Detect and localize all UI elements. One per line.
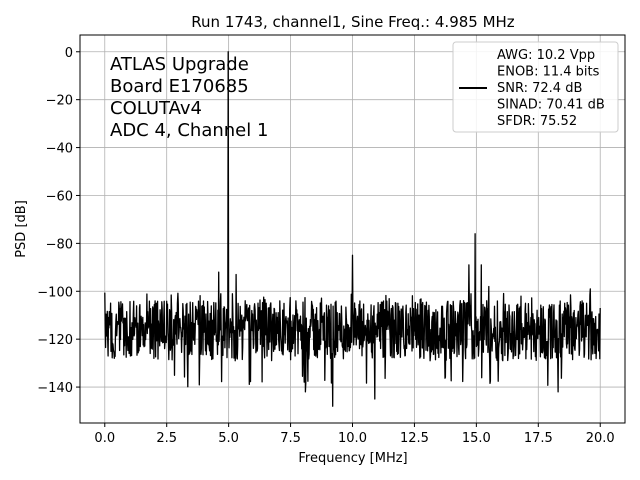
x-tick-label: 17.5 <box>524 431 553 446</box>
y-tick-label: −40 <box>46 142 73 157</box>
annotation-line: ATLAS Upgrade <box>110 54 249 75</box>
y-tick-label: −80 <box>46 237 73 252</box>
annotation-line: ADC 4, Channel 1 <box>110 120 268 141</box>
y-tick-label: −100 <box>37 285 73 300</box>
annotation-line: COLUTAv4 <box>110 98 202 119</box>
legend-entry-line: SFDR: 75.52 <box>497 114 577 129</box>
legend-entry-line: AWG: 10.2 Vpp <box>497 48 595 63</box>
x-tick-label: 10.0 <box>338 431 367 446</box>
y-axis-label: PSD [dB] <box>14 200 29 258</box>
grid-lines <box>80 35 625 423</box>
x-tick-label: 5.0 <box>218 431 239 446</box>
x-tick-label: 2.5 <box>156 431 177 446</box>
x-tick-label: 12.5 <box>400 431 429 446</box>
legend-entry-line: ENOB: 11.4 bits <box>497 65 600 80</box>
y-tick-label: −120 <box>37 333 73 348</box>
y-tick-label: −60 <box>46 189 73 204</box>
chart-title: Run 1743, channel1, Sine Freq.: 4.985 MH… <box>191 13 515 31</box>
x-tick-label: 7.5 <box>280 431 301 446</box>
annotation-line: Board E170685 <box>110 76 249 97</box>
legend-box <box>452 41 619 133</box>
y-tick-label: 0 <box>65 46 73 61</box>
axis-ticks: 0.0 2.5 5.0 7.5 10.0 12.5 15.0 17.5 20.0 0 −20 −40 −… <box>37 46 614 446</box>
x-tick-label: 20.0 <box>586 431 615 446</box>
plot-area <box>104 51 601 407</box>
x-tick-label: 15.0 <box>462 431 491 446</box>
legend-entry-line: SINAD: 70.41 dB <box>497 98 605 113</box>
legend-entry-line: SNR: 72.4 dB <box>497 81 582 96</box>
psd-series-line <box>104 51 601 407</box>
x-axis-label: Frequency [MHz] <box>298 451 407 466</box>
y-tick-label: −140 <box>37 381 73 396</box>
y-tick-label: −20 <box>46 94 73 109</box>
x-tick-label: 0.0 <box>94 431 115 446</box>
